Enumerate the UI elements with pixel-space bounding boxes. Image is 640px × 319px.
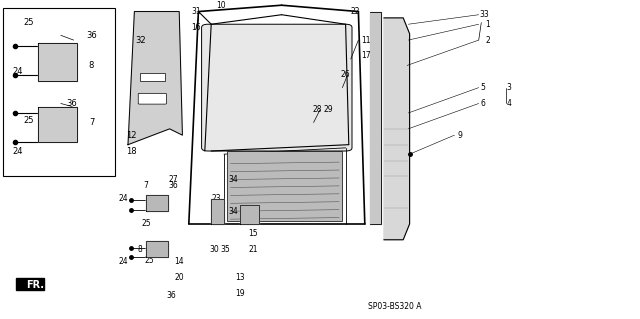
Text: 7: 7 (143, 182, 148, 190)
Text: 16: 16 (191, 23, 202, 32)
Polygon shape (211, 198, 224, 224)
Text: 25: 25 (24, 116, 34, 125)
Polygon shape (384, 18, 410, 240)
Text: 8: 8 (89, 61, 94, 70)
Text: 24: 24 (118, 194, 129, 203)
Text: 22: 22 (351, 7, 360, 16)
Text: 3: 3 (506, 83, 511, 92)
Text: 15: 15 (248, 229, 258, 238)
Text: 24: 24 (13, 67, 23, 76)
Text: 26: 26 (340, 70, 351, 79)
Text: 4: 4 (506, 99, 511, 108)
Text: 2: 2 (485, 36, 490, 45)
Polygon shape (240, 205, 259, 224)
Text: 32: 32 (136, 36, 146, 45)
Text: 28: 28 (312, 105, 321, 114)
Polygon shape (16, 278, 44, 291)
Text: 24: 24 (118, 257, 129, 266)
Text: 20: 20 (174, 273, 184, 282)
Text: 24: 24 (13, 146, 23, 156)
Text: 34: 34 (228, 175, 239, 184)
Text: 36: 36 (67, 99, 77, 108)
Text: 27: 27 (168, 175, 179, 184)
Text: 21: 21 (248, 245, 257, 254)
Text: 6: 6 (481, 99, 486, 108)
Text: SP03-BS320 A: SP03-BS320 A (368, 302, 422, 311)
Text: 18: 18 (126, 146, 136, 156)
Text: 12: 12 (126, 131, 136, 140)
Bar (3, 8, 115, 176)
Text: 33: 33 (479, 10, 490, 19)
FancyBboxPatch shape (202, 24, 352, 151)
FancyBboxPatch shape (138, 93, 166, 104)
Text: 1: 1 (485, 20, 490, 29)
Text: 19: 19 (235, 289, 245, 298)
Text: 30: 30 (209, 245, 220, 254)
Polygon shape (38, 107, 77, 142)
Bar (227, 151, 342, 221)
Text: 25: 25 (141, 219, 151, 228)
Text: 5: 5 (481, 83, 486, 92)
Text: 14: 14 (174, 257, 184, 266)
Text: 34: 34 (228, 207, 239, 216)
Text: 7: 7 (89, 118, 94, 127)
Text: 17: 17 (361, 51, 371, 60)
Bar (140, 73, 165, 81)
Polygon shape (146, 195, 168, 211)
Text: 36: 36 (166, 291, 176, 300)
Text: 9: 9 (457, 131, 462, 140)
Text: 31: 31 (191, 7, 202, 16)
Polygon shape (146, 241, 168, 257)
Text: 29: 29 (323, 105, 333, 114)
Polygon shape (370, 11, 381, 224)
Text: 23: 23 (211, 194, 221, 203)
Polygon shape (38, 43, 77, 81)
Text: 36: 36 (86, 31, 97, 40)
Text: 8: 8 (137, 245, 142, 254)
Text: 13: 13 (235, 273, 245, 282)
Text: FR.: FR. (26, 280, 44, 290)
Text: 36: 36 (168, 182, 179, 190)
Text: 25: 25 (145, 256, 155, 265)
Text: 11: 11 (362, 36, 371, 45)
Text: 25: 25 (24, 18, 34, 27)
Text: 35: 35 (220, 245, 230, 254)
Polygon shape (128, 11, 182, 145)
Text: 10: 10 (216, 1, 226, 10)
